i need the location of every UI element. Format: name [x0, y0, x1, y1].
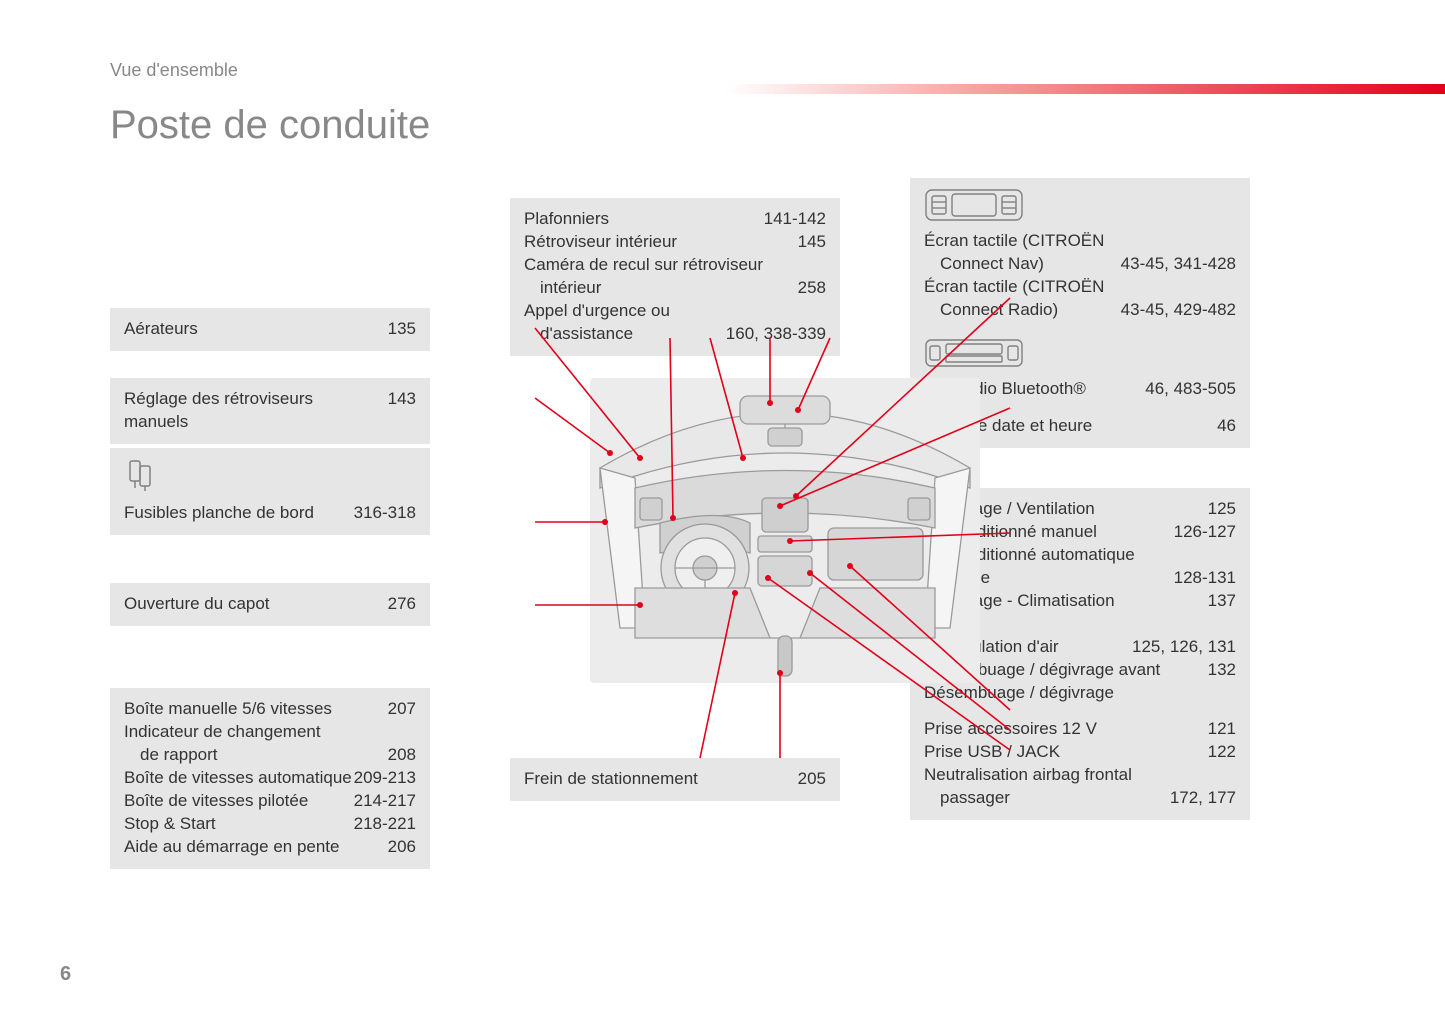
pages: 137 — [1208, 590, 1236, 636]
label: Prise USB / JACK — [924, 741, 1060, 764]
label: Caméra de recul sur rétroviseur — [524, 254, 826, 277]
touchscreen-icon — [924, 188, 1236, 222]
pages: 145 — [798, 231, 826, 254]
label: d'assistance — [524, 323, 633, 346]
diagram-layout: Aérateurs 135 Réglage des rétroviseurs ma… — [110, 178, 1355, 938]
label: intérieur — [524, 277, 601, 300]
callout-retroviseurs: Réglage des rétroviseurs manuels 143 — [110, 378, 430, 444]
pages: 135 — [388, 318, 416, 341]
label: Écran tactile (CITROËN — [924, 276, 1236, 299]
label: Indicateur de changement — [124, 721, 416, 744]
callout-aerateurs: Aérateurs 135 — [110, 308, 430, 351]
callout-fusibles: Fusibles planche de bord 316-318 — [110, 448, 430, 535]
page-title: Poste de conduite — [110, 103, 1355, 148]
callout-overhead: Plafonniers 141-142 Rétroviseur intérieur… — [510, 198, 840, 356]
pages: 43-45, 341-428 — [1121, 253, 1236, 276]
pages: 128-131 — [1174, 567, 1236, 590]
pages: 205 — [798, 768, 826, 791]
callout-parking-brake: Frein de stationnement 205 — [510, 758, 840, 801]
pages: 218-221 — [354, 813, 416, 836]
pages: 122 — [1208, 741, 1236, 764]
label: Connect Nav) — [924, 253, 1044, 276]
label: Boîte de vitesses pilotée — [124, 790, 308, 813]
callout-capot: Ouverture du capot 276 — [110, 583, 430, 626]
label: Connect Radio) — [924, 299, 1058, 322]
pages: 208 — [388, 744, 416, 767]
page-number: 6 — [60, 963, 71, 986]
label: Boîte manuelle 5/6 vitesses — [124, 698, 332, 721]
pages: 125 — [1208, 498, 1236, 521]
manual-page: Vue d'ensemble Poste de conduite Aérateu… — [0, 0, 1445, 1026]
pages: 46 — [1217, 415, 1236, 438]
pages: 143 — [388, 388, 416, 434]
label: Fusibles planche de bord — [124, 502, 314, 525]
radio-icon — [924, 336, 1236, 370]
header-accent-bar — [725, 84, 1445, 94]
label: Désembuage / dégivrage — [924, 682, 1236, 705]
label: Appel d'urgence ou — [524, 300, 826, 323]
label: Aide au démarrage en pente — [124, 836, 340, 859]
label: Réglage des rétroviseurs manuels — [124, 388, 352, 434]
label: Aérateurs — [124, 318, 198, 341]
pages: 214-217 — [354, 790, 416, 813]
pages: 141-142 — [764, 208, 826, 231]
callout-sockets: Prise accessoires 12 V 121 Prise USB / JA… — [910, 708, 1250, 820]
label: Écran tactile (CITROËN — [924, 230, 1236, 253]
pages: 276 — [388, 593, 416, 616]
label: de rapport — [124, 744, 218, 767]
section-label: Vue d'ensemble — [110, 60, 1355, 81]
pages: 126-127 — [1174, 521, 1236, 544]
pages: 125, 126, 131 — [1132, 636, 1236, 659]
pages: 206 — [388, 836, 416, 859]
label: Ouverture du capot — [124, 593, 270, 616]
label: Plafonniers — [524, 208, 609, 231]
label: Boîte de vitesses automatique — [124, 767, 352, 790]
label: Prise accessoires 12 V — [924, 718, 1097, 741]
label: passager — [924, 787, 1010, 810]
pages: 160, 338-339 — [726, 323, 826, 346]
fuse-icon — [124, 458, 416, 492]
pages: 258 — [798, 277, 826, 300]
label: Rétroviseur intérieur — [524, 231, 677, 254]
dashboard-illustration — [590, 378, 980, 683]
pages: 46, 483-505 — [1145, 378, 1236, 401]
pages: 43-45, 429-482 — [1121, 299, 1236, 322]
label: Frein de stationnement — [524, 768, 698, 791]
pages: 209-213 — [354, 767, 416, 790]
callout-gearbox: Boîte manuelle 5/6 vitesses 207 Indicateu… — [110, 688, 430, 869]
pages: 207 — [388, 698, 416, 721]
pages: 172, 177 — [1170, 787, 1236, 810]
pages: 132 — [1208, 659, 1236, 682]
label: Neutralisation airbag frontal — [924, 764, 1236, 787]
pages: 121 — [1208, 718, 1236, 741]
label: Stop & Start — [124, 813, 216, 836]
pages: 316-318 — [354, 502, 416, 525]
